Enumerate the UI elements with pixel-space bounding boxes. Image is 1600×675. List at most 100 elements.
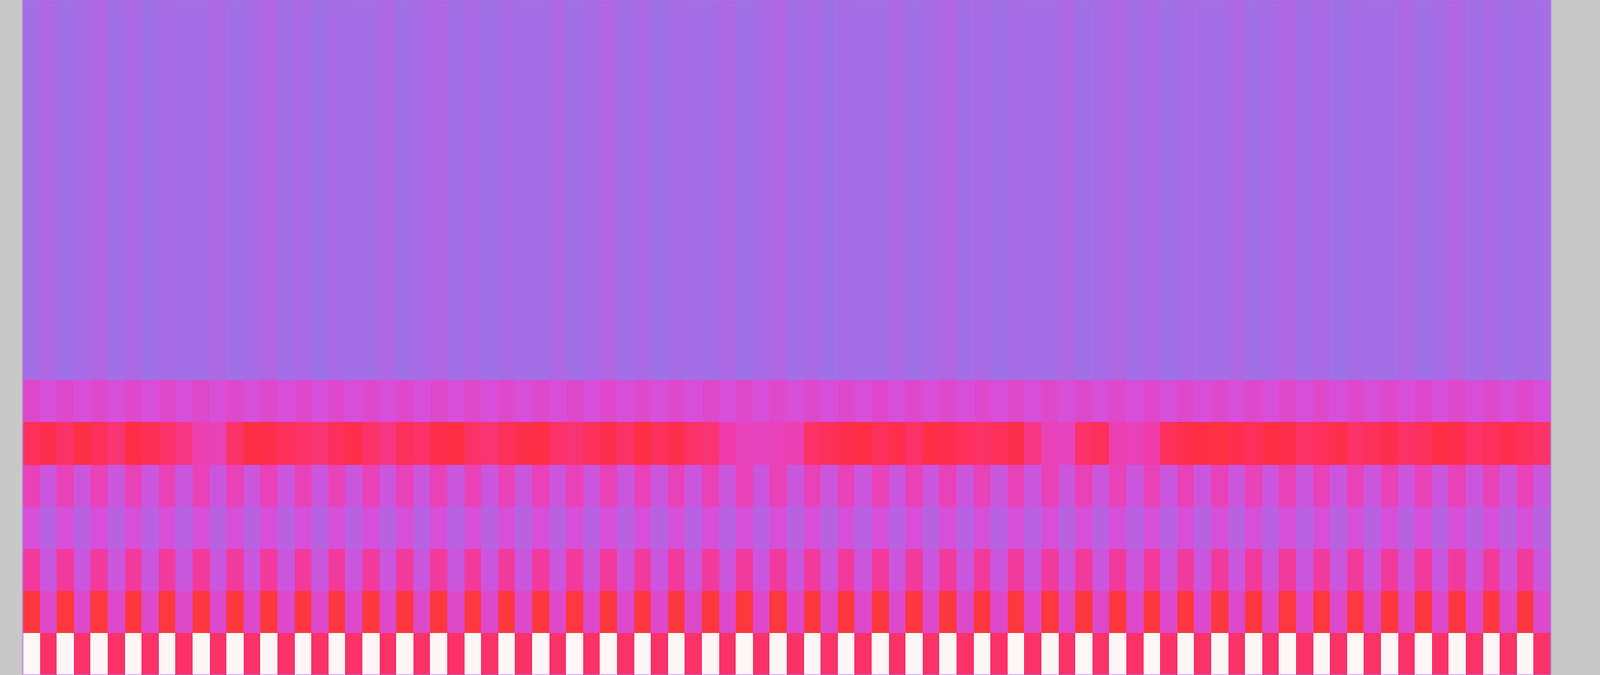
cell [1516, 632, 1535, 675]
cell [668, 379, 686, 423]
cell [565, 590, 584, 634]
cell [837, 505, 856, 549]
cell [1211, 421, 1229, 465]
cell [752, 0, 771, 380]
cell [769, 505, 787, 549]
cell [40, 632, 58, 675]
cell [1007, 547, 1025, 591]
cell [1211, 463, 1229, 507]
cell [413, 421, 431, 465]
cell [804, 632, 822, 675]
cell [888, 632, 907, 675]
cell [464, 632, 482, 675]
cell [1007, 379, 1025, 423]
cell [56, 505, 74, 549]
cell [1533, 379, 1551, 423]
cell [583, 379, 601, 423]
cell [328, 590, 346, 634]
cell [939, 547, 957, 591]
cell [125, 505, 143, 549]
cell [22, 632, 41, 675]
cell [786, 379, 805, 423]
cell [616, 421, 635, 465]
cell [1092, 379, 1110, 423]
cell [1193, 590, 1212, 634]
cell [905, 505, 923, 549]
cell [719, 421, 737, 465]
cell [1448, 421, 1466, 465]
cell [990, 463, 1008, 507]
cell [1516, 463, 1535, 507]
cell [668, 632, 686, 675]
cell [650, 463, 669, 507]
cell [328, 0, 346, 380]
cell [804, 463, 822, 507]
cell [1058, 590, 1077, 634]
cell [956, 379, 974, 423]
cell [973, 463, 992, 507]
cell [735, 0, 753, 380]
cell [1380, 463, 1399, 507]
cell [1347, 547, 1365, 591]
cell [769, 463, 787, 507]
cell [464, 505, 482, 549]
cell [1092, 505, 1110, 549]
cell [1211, 505, 1229, 549]
cell [396, 547, 414, 591]
cell [1465, 0, 1484, 380]
cell [1296, 547, 1314, 591]
cell [260, 632, 278, 675]
cell [990, 505, 1008, 549]
cell [1211, 590, 1229, 634]
cell [1483, 463, 1501, 507]
cell [650, 379, 669, 423]
cell [413, 379, 431, 423]
cell [1228, 463, 1246, 507]
cell [464, 463, 482, 507]
cell [837, 590, 856, 634]
cell [1193, 0, 1212, 380]
cell [175, 505, 193, 549]
cell [514, 505, 533, 549]
cell [379, 590, 398, 634]
cell [769, 632, 787, 675]
cell [1465, 590, 1484, 634]
cell [294, 632, 313, 675]
cell [1193, 463, 1212, 507]
cell [1278, 421, 1297, 465]
cell [1516, 505, 1535, 549]
cell [1296, 421, 1314, 465]
cell [1347, 421, 1365, 465]
cell [599, 421, 617, 465]
cell [226, 463, 244, 507]
cell [804, 379, 822, 423]
cell [158, 421, 177, 465]
cell [514, 547, 533, 591]
cell [956, 0, 974, 380]
cell [549, 632, 567, 675]
cell [1092, 421, 1110, 465]
cell [396, 379, 414, 423]
cell [277, 421, 295, 465]
cell [1007, 505, 1025, 549]
cell [990, 547, 1008, 591]
cell [277, 505, 295, 549]
cell [1211, 547, 1229, 591]
cell [1007, 421, 1025, 465]
cell [599, 463, 617, 507]
cell [226, 632, 244, 675]
cell [141, 547, 159, 591]
cell [498, 590, 516, 634]
cell [362, 547, 380, 591]
cell [1075, 547, 1093, 591]
cell [56, 421, 74, 465]
cell [1075, 505, 1093, 549]
cell [922, 421, 941, 465]
cell [73, 0, 92, 380]
cell [990, 590, 1008, 634]
cell [922, 632, 941, 675]
cell [107, 590, 126, 634]
cell [616, 463, 635, 507]
cell [1262, 590, 1280, 634]
cell [1177, 547, 1195, 591]
